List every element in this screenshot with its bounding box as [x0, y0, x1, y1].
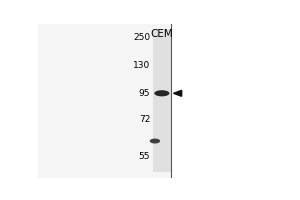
Text: 130: 130 — [133, 61, 150, 70]
Bar — [153, 29, 171, 172]
Bar — [38, 24, 171, 178]
Text: 95: 95 — [139, 89, 150, 98]
Bar — [171, 24, 270, 178]
Ellipse shape — [154, 90, 170, 96]
Text: 55: 55 — [139, 152, 150, 161]
Text: CEM: CEM — [151, 29, 173, 39]
Text: 250: 250 — [133, 33, 150, 42]
Ellipse shape — [150, 139, 160, 144]
Polygon shape — [173, 90, 182, 96]
Text: 72: 72 — [139, 115, 150, 124]
